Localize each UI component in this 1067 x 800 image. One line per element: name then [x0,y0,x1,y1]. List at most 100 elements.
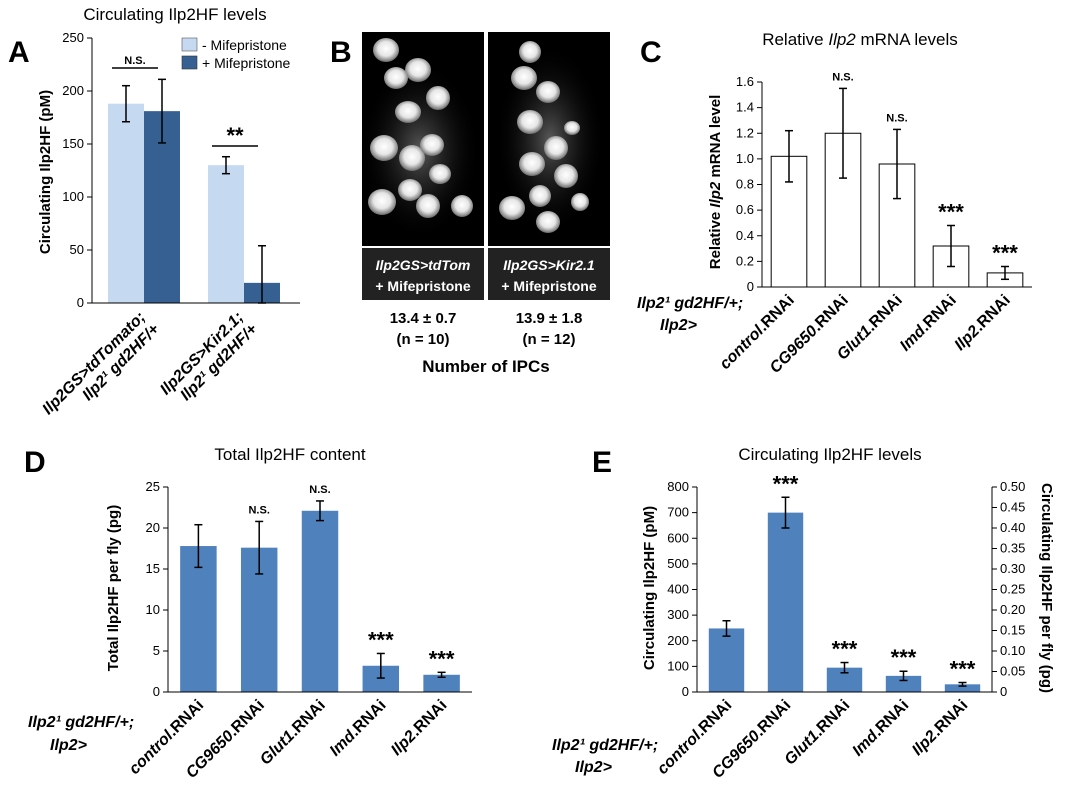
y-tick-label: 0 [682,684,689,699]
ipc-cell [399,145,425,171]
panel-a-y-axis-label: Circulating Ilp2HF (pM) [37,90,54,254]
significance-label: *** [368,627,394,652]
panel-d-title: Total Ilp2HF content [214,445,365,464]
ipc-cell [519,152,545,176]
bar-glut1-rnai [301,510,339,692]
ipc-cell [544,136,568,160]
panel-e-y-axis-label: Circulating Ilp2HF (pM) [641,506,658,670]
y-tick-label: 800 [667,479,689,494]
significance-label-a1: N.S. [124,55,145,67]
ipc-cell [571,193,589,211]
ipc-count-tdtom: 13.4 ± 0.7 [390,310,457,327]
y-tick-label: 100 [667,658,689,673]
panel-a-y-ticks: 0 50 100 150 200 250 [62,30,92,310]
ipc-cell [420,134,444,156]
y-tick-label: 0 [153,684,160,699]
ipc-cell [370,135,398,161]
significance-label: *** [938,200,964,225]
panel-e-genotype-line2: Ilp2> [575,759,612,776]
panel-d-genotype-line2: Ilp2> [50,737,87,754]
y-tick-label: 0 [747,279,754,294]
bar-minus-mifepristone-2 [208,165,244,303]
micrograph-tdtom-caption-line1: Ilp2GS>tdTom [376,257,471,273]
micrograph-tdtom-caption-line2: + Mifepristone [375,278,471,294]
y2-tick-label: 0.45 [1000,500,1025,515]
panel-e-bars: control.RNAi***CG9650.RNAi***Glut1.RNAi*… [654,471,981,782]
significance-label: N.S. [886,112,907,124]
panel-b: B Ilp2GS>tdTom + Mifepris [330,32,610,376]
category-label-a1-line1: Ilp2GS>tdTomato; [39,309,148,418]
panel-c-title: Relative Ilp2 mRNA levels [762,30,958,49]
y-tick-label: 0 [77,295,84,310]
significance-label: N.S. [309,484,330,496]
micrograph-kir: Ilp2GS>Kir2.1 + Mifepristone [488,32,610,300]
ipc-count-kir: 13.9 ± 1.8 [516,310,583,327]
ipc-cell [373,38,399,62]
ipc-cell [529,185,551,207]
y2-tick-label: 0.10 [1000,643,1025,658]
legend-label-plus-mifepristone: + Mifepristone [202,55,291,71]
category-label: Imd.RNAi [897,292,960,355]
y-tick-label: 300 [667,607,689,622]
ipc-cell [564,121,580,135]
bar-cg9650-rnai [767,512,804,692]
panel-d-y-axis-label: Total Ilp2HF per fly (pg) [105,505,122,671]
panel-letter-e: E [592,446,612,479]
panel-c-genotype-line1: Ilp2¹ gd2HF/+; [637,295,743,312]
category-label: Ilp2.RNAi [952,292,1014,354]
panel-c-genotype-line2: Ilp2> [660,317,697,334]
panel-e: E Circulating Ilp2HF levels Circulating … [552,445,1055,782]
ipc-cell [405,58,431,82]
significance-label: *** [992,241,1018,266]
category-label: Ilp2.RNAi [388,697,450,759]
y-tick-label: 50 [70,242,84,257]
y-tick-label: 5 [153,643,160,658]
significance-label: *** [773,471,799,496]
y2-tick-label: 0 [1000,684,1007,699]
micrograph-kir-caption-box [488,248,610,300]
panel-letter-a: A [8,36,30,69]
significance-label: *** [950,657,976,682]
y-tick-label: 250 [62,30,84,45]
y2-tick-label: 0.20 [1000,602,1025,617]
ipc-n-kir: (n = 12) [523,331,576,348]
y-tick-label: 15 [146,561,160,576]
bar-imd-rnai [885,675,922,692]
category-label: Imd.RNAi [849,697,912,760]
y2-tick-label: 0.30 [1000,561,1025,576]
ipc-cell [429,164,451,184]
bar-control-rnai [180,546,217,692]
bar-minus-mifepristone-1 [108,103,144,303]
panel-d: D Total Ilp2HF content Total Ilp2HF per … [24,445,472,782]
y-tick-label: 700 [667,505,689,520]
y-tick-label: 100 [62,189,84,204]
panel-c-y-ticks: 0 0.2 0.4 0.6 0.8 1.0 1.2 1.4 1.6 [736,74,762,294]
panel-e-y-ticks: 0 100 200 300 400 500 600 700 800 [667,479,697,699]
y-tick-label: 500 [667,556,689,571]
y2-tick-label: 0.05 [1000,664,1025,679]
ipc-cell [519,41,541,63]
y2-tick-label: 0.25 [1000,582,1025,597]
y-tick-label: 0.8 [736,177,754,192]
ipc-cell [536,211,560,233]
micrograph-kir-cells [499,41,589,233]
y-tick-label: 1.6 [736,74,754,89]
significance-label: *** [429,646,455,671]
panel-d-y-ticks: 0 5 10 15 20 25 [146,479,168,699]
micrograph-tdtom-caption-box [362,248,484,300]
significance-label: *** [891,645,917,670]
significance-label: N.S. [248,504,269,516]
ipc-cell [395,101,421,123]
y-tick-label: 1.2 [736,125,754,140]
y-tick-label: 200 [667,633,689,648]
panel-c: C Relative Ilp2 mRNA levels Relative Ilp… [637,30,1032,377]
ipc-cell [511,66,537,90]
micrograph-tdtom-cells [368,38,473,218]
panel-d-genotype-line1: Ilp2¹ gd2HF/+; [28,714,134,731]
panel-a: A Circulating Ilp2HF levels Circulating … [8,5,300,418]
panel-letter-d: D [24,446,46,479]
y-tick-label: 600 [667,530,689,545]
y-tick-label: 25 [146,479,160,494]
ipc-cell [499,196,525,220]
ipc-cell [398,179,422,201]
